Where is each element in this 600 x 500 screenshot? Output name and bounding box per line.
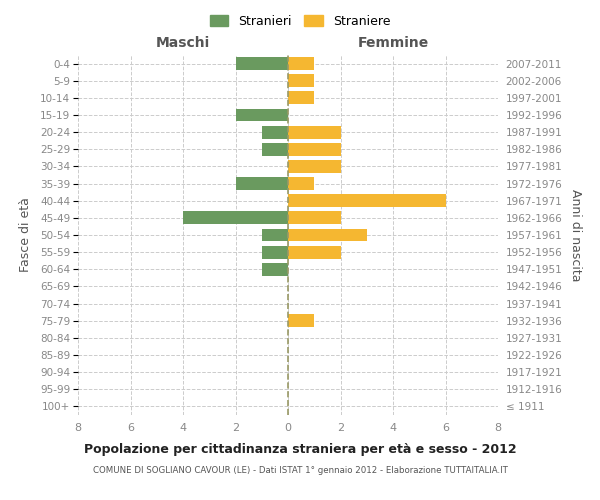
Y-axis label: Fasce di età: Fasce di età [19, 198, 32, 272]
Bar [288, 194, 445, 207]
Bar [262, 263, 288, 276]
Bar [288, 177, 314, 190]
Text: COMUNE DI SOGLIANO CAVOUR (LE) - Dati ISTAT 1° gennaio 2012 - Elaborazione TUTTA: COMUNE DI SOGLIANO CAVOUR (LE) - Dati IS… [92, 466, 508, 475]
Y-axis label: Anni di nascita: Anni di nascita [569, 188, 582, 281]
Legend: Stranieri, Straniere: Stranieri, Straniere [206, 11, 394, 32]
Bar [235, 108, 288, 122]
Bar [288, 160, 341, 173]
Text: Popolazione per cittadinanza straniera per età e sesso - 2012: Popolazione per cittadinanza straniera p… [83, 442, 517, 456]
Bar [288, 314, 314, 327]
Bar [262, 143, 288, 156]
Bar [288, 126, 341, 138]
Bar [262, 126, 288, 138]
Bar [288, 74, 314, 87]
Bar [262, 228, 288, 241]
Bar [288, 143, 341, 156]
Bar [288, 92, 314, 104]
Text: Maschi: Maschi [156, 36, 210, 50]
Bar [288, 57, 314, 70]
Text: Femmine: Femmine [358, 36, 428, 50]
Bar [262, 246, 288, 258]
Bar [235, 57, 288, 70]
Bar [183, 212, 288, 224]
Bar [288, 228, 367, 241]
Bar [288, 212, 341, 224]
Bar [235, 177, 288, 190]
Bar [288, 246, 341, 258]
